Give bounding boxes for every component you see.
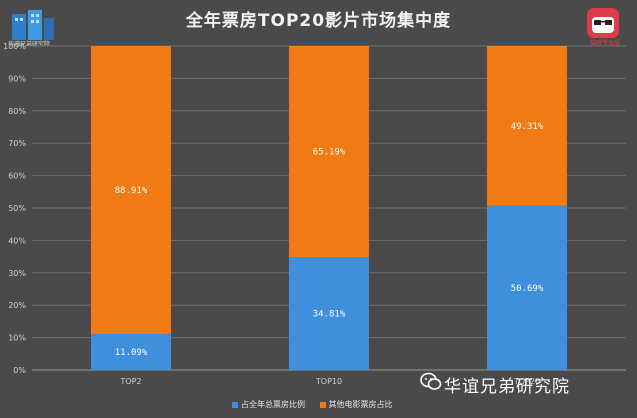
y-tick-label: 40% <box>8 236 26 245</box>
bar-share-top20 <box>487 205 567 370</box>
chart-title: 全年票房TOP20影片市场集中度 <box>185 11 452 31</box>
y-tick-label: 0% <box>13 366 26 375</box>
y-tick-label: 10% <box>8 334 26 343</box>
maoyan-logo-icon <box>587 8 619 38</box>
bar-share-top2 <box>91 334 171 370</box>
x-tick-label: TOP2 <box>119 377 141 386</box>
y-tick-label: 60% <box>8 172 26 181</box>
data-label: 11.09% <box>115 348 148 358</box>
y-tick-label: 50% <box>8 204 26 213</box>
y-axis-ticks: 0%10%20%30%40%50%60%70%80%90%100% <box>3 42 26 375</box>
bar-other-top20 <box>487 46 567 206</box>
legend: 占全年总票房比例 其他电影票房占比 <box>232 399 405 411</box>
x-tick-label: TOP10 <box>315 377 342 386</box>
bar-other-top10 <box>289 46 369 258</box>
legend-label-blue: 占全年总票房比例 <box>241 400 305 409</box>
y-tick-label: 20% <box>8 301 26 310</box>
right-logo-text: 猫眼专业版 <box>589 40 620 47</box>
data-label: 65.19% <box>313 148 346 158</box>
legend-swatch-blue <box>232 401 238 408</box>
data-label: 34.81% <box>313 310 346 320</box>
y-tick-label: 30% <box>8 269 26 278</box>
building-logo-icon <box>12 10 54 40</box>
legend-item-orange: 其他电影票房占比 <box>319 400 393 409</box>
data-label: 49.31% <box>511 122 544 132</box>
bar-other-top2 <box>91 46 171 335</box>
data-label: 50.69% <box>511 284 544 294</box>
y-tick-label: 70% <box>8 139 26 148</box>
gridlines <box>32 45 626 371</box>
left-logo-text: 华谊兄弟研究院 <box>8 41 51 48</box>
y-tick-label: 90% <box>8 74 26 83</box>
bar-share-top10 <box>289 257 369 370</box>
watermark-text: 华谊兄弟研究院 <box>444 377 570 397</box>
legend-item-blue: 占全年总票房比例 <box>232 400 305 409</box>
legend-swatch-orange <box>319 401 326 408</box>
data-label: 88.91% <box>115 186 148 196</box>
y-tick-label: 80% <box>8 107 26 116</box>
bars: 11.09% 88.91% 34.81% 65.19% 50.69% 49.31% <box>91 46 567 370</box>
legend-label-orange: 其他电影票房占比 <box>328 400 393 409</box>
wechat-icon <box>420 372 442 390</box>
